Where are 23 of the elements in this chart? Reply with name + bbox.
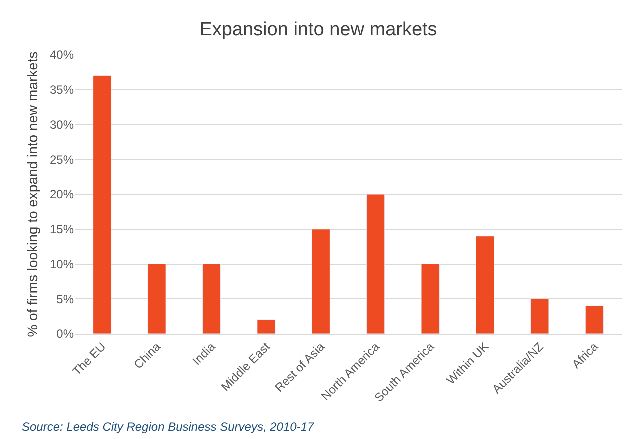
y-tick-label: 0% bbox=[56, 327, 74, 342]
y-tick-label: 5% bbox=[56, 292, 74, 306]
bar bbox=[366, 194, 386, 334]
y-tick-label: 25% bbox=[50, 152, 74, 167]
source-note: Source: Leeds City Region Business Surveys, 2010-17 bbox=[22, 420, 316, 434]
y-tick-label: 40% bbox=[50, 48, 74, 62]
chart-title: Expansion into new markets bbox=[200, 19, 438, 40]
bar bbox=[93, 76, 112, 334]
y-tick-label: 20% bbox=[50, 188, 74, 202]
bar bbox=[585, 306, 604, 334]
y-tick-label: 15% bbox=[50, 222, 74, 237]
y-tick-label: 30% bbox=[50, 118, 74, 132]
bar bbox=[257, 320, 276, 334]
bar bbox=[202, 264, 222, 334]
x-tick-label: The EU bbox=[70, 340, 109, 379]
bar bbox=[530, 298, 550, 334]
y-tick-label: 10% bbox=[50, 257, 74, 272]
bar bbox=[421, 264, 440, 334]
bar bbox=[148, 264, 166, 334]
y-axis-title: % of firms looking to expand into new markets bbox=[24, 52, 41, 338]
bar bbox=[476, 236, 495, 334]
bar bbox=[312, 229, 330, 334]
y-tick-label: 35% bbox=[50, 83, 74, 98]
